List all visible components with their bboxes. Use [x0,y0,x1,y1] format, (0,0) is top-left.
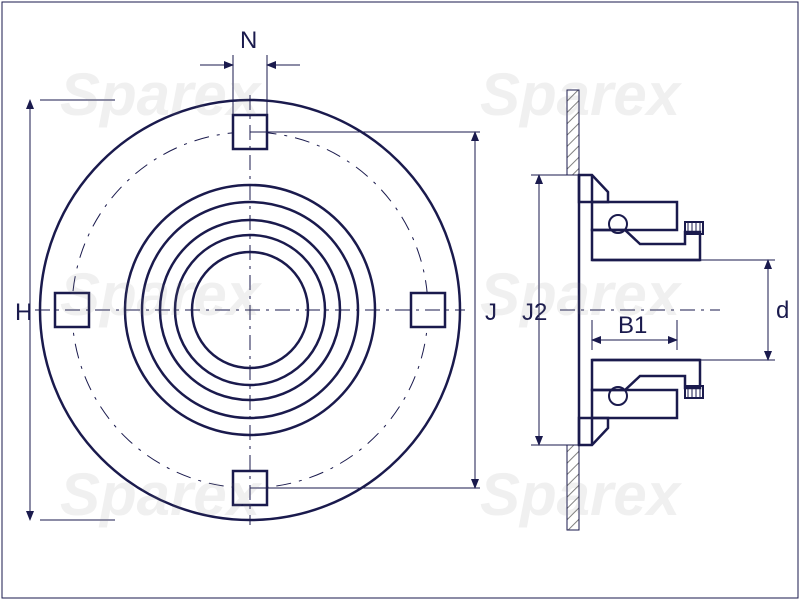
label-N: N [240,27,257,54]
front-view [35,95,465,525]
diagram-svg: H N J [0,0,800,600]
label-H: H [15,299,32,326]
technical-drawing-container: H N J [0,0,800,600]
label-B1: B1 [618,312,647,339]
dimension-B1: B1 [592,312,677,350]
label-J2: J2 [522,299,547,326]
label-J: J [485,299,497,326]
side-view [560,90,720,530]
label-d: d [776,297,789,324]
